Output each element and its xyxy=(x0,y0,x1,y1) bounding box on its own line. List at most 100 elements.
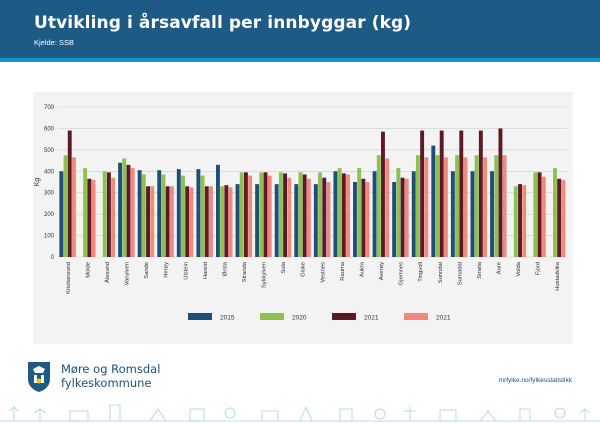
bar xyxy=(553,168,557,257)
bar xyxy=(337,168,342,257)
bar xyxy=(200,175,205,257)
page-title: Utvikling i årsavfall per innbyggar (kg) xyxy=(34,13,412,33)
bar xyxy=(150,186,155,257)
x-tick-label: Vestnes xyxy=(320,262,326,283)
x-tick-label: Herøy xyxy=(164,262,170,278)
bar xyxy=(404,178,409,257)
bar xyxy=(396,168,401,257)
bar xyxy=(83,168,88,257)
x-tick-label: Ørsta xyxy=(222,261,228,276)
bar xyxy=(443,157,448,257)
bus-icon xyxy=(69,410,89,422)
bar xyxy=(59,171,64,257)
bar xyxy=(228,187,233,257)
bar xyxy=(381,131,385,257)
bar xyxy=(483,157,488,257)
x-tick-label: Molde xyxy=(85,262,91,278)
statistics-url: mrfylke.no/fylkesstatistikk xyxy=(498,377,572,384)
y-tick-label: 100 xyxy=(44,234,55,240)
shop-icon xyxy=(339,408,353,422)
bar xyxy=(474,155,479,257)
x-tick-label: Vanylven xyxy=(125,262,131,285)
bar xyxy=(365,182,370,257)
bar xyxy=(411,171,416,257)
y-axis-label: Kg xyxy=(34,178,41,187)
y-tick-label: 200 xyxy=(44,212,55,218)
legend-label: 2020 xyxy=(292,315,307,322)
bar xyxy=(537,172,542,257)
tent-icon xyxy=(479,410,497,422)
y-tick-label: 500 xyxy=(44,148,55,154)
organization-name-line1: Møre og Romsdal xyxy=(61,362,161,376)
bar xyxy=(513,186,518,257)
bar xyxy=(494,155,499,257)
bar xyxy=(255,184,260,257)
bar xyxy=(392,182,397,257)
x-tick-label: Sula xyxy=(281,261,287,273)
bar xyxy=(209,186,213,257)
mountain-icon xyxy=(149,408,167,422)
bar xyxy=(287,177,292,257)
bar xyxy=(518,184,522,257)
boat-icon xyxy=(299,405,313,422)
bar xyxy=(111,177,116,257)
bar xyxy=(353,182,357,257)
bar xyxy=(439,130,444,257)
fir-tree-icon xyxy=(579,408,591,421)
legend-label: 2015 xyxy=(220,315,235,322)
x-tick-label: Kristiansund xyxy=(66,262,72,294)
bar xyxy=(91,179,96,257)
bar xyxy=(376,155,381,257)
x-tick-label: Ulstein xyxy=(183,262,189,280)
signpost-icon xyxy=(404,407,416,421)
bar xyxy=(243,172,248,257)
legend-swatch xyxy=(188,313,212,320)
bar xyxy=(533,172,538,257)
legend-swatch xyxy=(332,313,356,320)
x-tick-label: Averøy xyxy=(379,262,385,280)
bar xyxy=(333,171,338,257)
bar xyxy=(185,186,190,257)
bar xyxy=(385,158,390,257)
bar xyxy=(490,171,494,257)
bar xyxy=(478,130,483,257)
bar xyxy=(278,172,283,257)
bar xyxy=(431,145,436,257)
house-icon xyxy=(189,408,205,422)
bar xyxy=(157,170,162,257)
bar xyxy=(361,178,366,257)
y-tick-label: 300 xyxy=(44,191,55,197)
bar xyxy=(165,186,170,257)
bar xyxy=(267,175,272,257)
x-tick-label: Ålesund xyxy=(104,262,111,283)
x-tick-label: Tingvoll xyxy=(418,262,424,282)
bar xyxy=(118,162,123,257)
x-tick-label: Stranda xyxy=(242,261,248,282)
bar xyxy=(216,164,220,257)
legend-swatch xyxy=(404,313,428,320)
bar xyxy=(450,171,455,257)
y-tick-label: 600 xyxy=(44,126,55,132)
source-label: Kjelde: SSB xyxy=(34,38,75,47)
bar xyxy=(400,177,405,257)
bar xyxy=(220,186,225,257)
bar xyxy=(196,169,201,257)
bar xyxy=(294,184,299,257)
x-tick-label: Sande xyxy=(144,262,150,279)
bar xyxy=(522,185,527,257)
bar xyxy=(306,178,311,257)
bar xyxy=(415,155,420,257)
bar xyxy=(63,155,68,257)
y-tick-label: 0 xyxy=(51,255,55,261)
header-accent-line xyxy=(0,58,600,62)
bar xyxy=(298,172,303,257)
bar xyxy=(455,155,460,257)
school-icon xyxy=(439,409,457,422)
bar xyxy=(498,128,503,257)
bar xyxy=(346,174,350,257)
bar xyxy=(259,172,264,257)
bar xyxy=(313,184,318,257)
bar xyxy=(274,184,279,257)
bar xyxy=(326,182,331,257)
bar xyxy=(420,130,425,257)
